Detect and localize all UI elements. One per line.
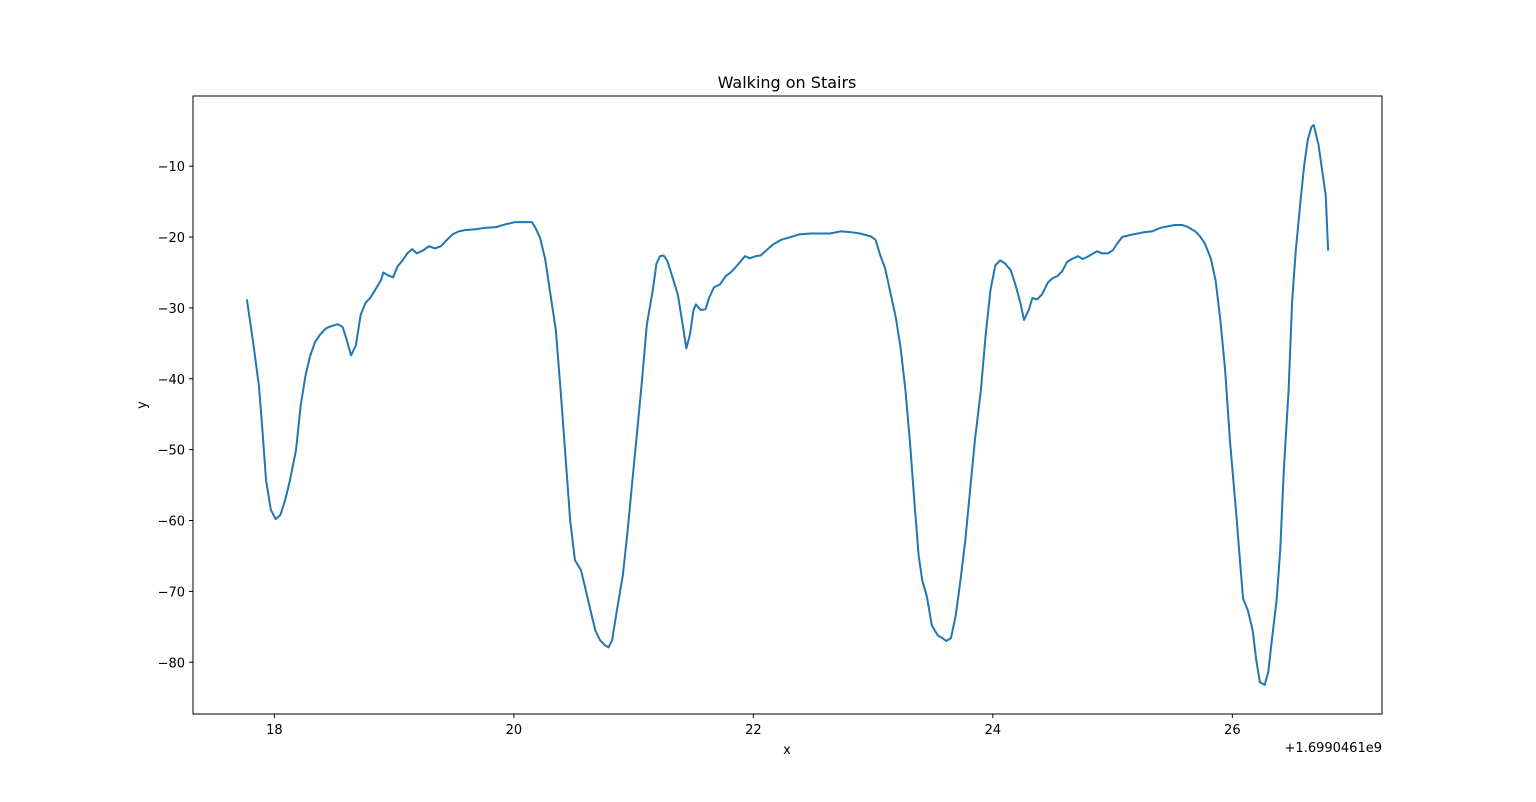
y-tick-label: −50 (158, 444, 185, 459)
x-tick-label: 26 (1224, 723, 1241, 738)
y-tick-label: −10 (158, 160, 185, 175)
y-tick-label: −80 (158, 656, 185, 671)
y-tick-label: −40 (158, 373, 185, 388)
y-axis-label: y (135, 401, 150, 409)
plot-frame (192, 95, 1383, 715)
chart-title: Walking on Stairs (718, 73, 857, 92)
x-tick-label: 24 (985, 723, 1002, 738)
x-tick-label: 20 (506, 723, 523, 738)
x-tick-label: 18 (266, 723, 283, 738)
x-offset-label: +1.6990461e9 (1285, 741, 1382, 756)
y-tick-label: −20 (158, 231, 185, 246)
y-tick-label: −30 (158, 302, 185, 317)
x-tick-label: 22 (745, 723, 762, 738)
y-tick-label: −60 (158, 515, 185, 530)
data-line (245, 124, 1330, 686)
x-axis-label: x (783, 743, 791, 758)
y-tick-label: −70 (158, 585, 185, 600)
